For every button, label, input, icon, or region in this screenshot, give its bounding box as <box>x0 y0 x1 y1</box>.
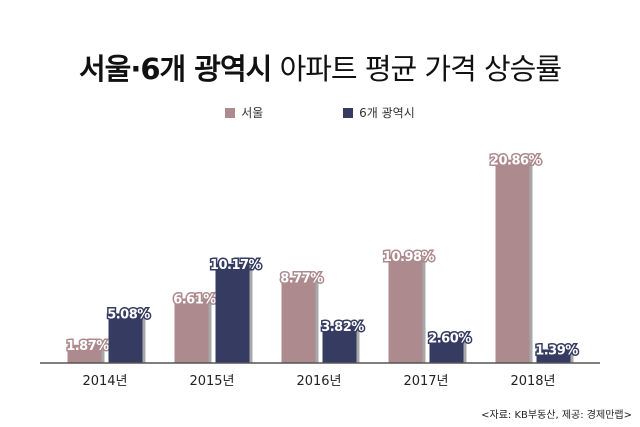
title-rest: 아파트 평균 가격 상승률 <box>279 52 562 86</box>
data-label: 1.39% <box>535 343 578 358</box>
x-tick-label: 2018년 <box>510 374 555 389</box>
bar-metro <box>108 313 143 363</box>
data-label: 10.17% <box>210 258 262 273</box>
bar-seoul <box>495 159 530 363</box>
x-tick-label: 2016년 <box>296 374 341 389</box>
data-label: 20.86% <box>490 154 542 169</box>
bar-metro <box>215 263 250 363</box>
bar-seoul <box>388 255 423 363</box>
legend-swatch-seoul <box>225 107 236 118</box>
title-bold: 서울·6개 광역시 <box>78 52 272 86</box>
bar-seoul <box>174 298 209 363</box>
data-label: 3.82% <box>321 320 364 335</box>
legend-swatch-metro <box>343 107 354 118</box>
data-label: 2.60% <box>428 332 471 347</box>
source-note: <자료: KB부동산, 제공: 경제만랩> <box>481 410 632 421</box>
data-label: 8.77% <box>280 271 323 286</box>
data-label: 1.87% <box>66 339 109 354</box>
x-tick-label: 2015년 <box>189 374 234 389</box>
data-label: 6.61% <box>173 293 216 308</box>
legend-item-metro: 6개 광역시 <box>343 104 415 121</box>
bar-metro <box>429 337 464 363</box>
bar-seoul <box>67 344 102 363</box>
x-tick-label: 2017년 <box>403 374 448 389</box>
bar-metro <box>536 349 571 363</box>
bar-metro <box>322 325 357 363</box>
legend: 서울 6개 광역시 <box>0 104 640 121</box>
legend-label-seoul: 서울 <box>241 106 264 120</box>
bar-seoul <box>281 277 316 363</box>
legend-item-seoul: 서울 <box>225 104 263 121</box>
chart-title: 서울·6개 광역시 아파트 평균 가격 상승률 <box>0 46 640 88</box>
legend-label-metro: 6개 광역시 <box>359 106 415 120</box>
data-label: 5.08% <box>107 307 150 322</box>
data-label: 10.98% <box>383 250 435 265</box>
x-tick-label: 2014년 <box>82 374 127 389</box>
